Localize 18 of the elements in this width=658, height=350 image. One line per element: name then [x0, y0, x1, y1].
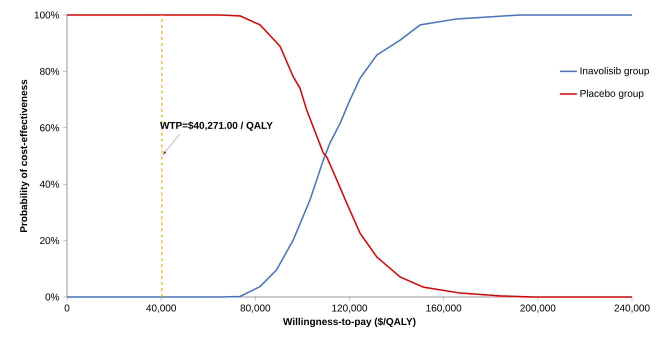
x-axis-title: Willingness-to-pay ($/QALY): [283, 318, 416, 328]
x-tick-label: 120,000: [332, 304, 368, 313]
y-tick-label: 60%: [40, 124, 60, 132]
annotation: WTP=$40,271.00 / QALY: [160, 121, 273, 131]
y-tick-label: 100%: [34, 11, 60, 19]
x-tick-label: 240,000: [614, 304, 650, 313]
x-tick-label: 40,000: [146, 304, 176, 313]
x-tick-label: 80,000: [240, 304, 270, 313]
legend-label: Inavolisib group: [580, 66, 649, 76]
y-tick-label: 0%: [45, 293, 60, 301]
x-tick-label: 0: [64, 304, 70, 312]
legend-label: Placebo group: [580, 90, 644, 99]
y-axis-title: Probability of cost-effectiveness: [20, 80, 30, 232]
x-tick-label: 160,000: [426, 304, 462, 313]
y-tick-label: 80%: [40, 68, 60, 75]
y-tick-label: 40%: [40, 180, 60, 188]
y-tick-label: 20%: [40, 237, 60, 244]
x-tick-label: 200,000: [520, 304, 556, 313]
